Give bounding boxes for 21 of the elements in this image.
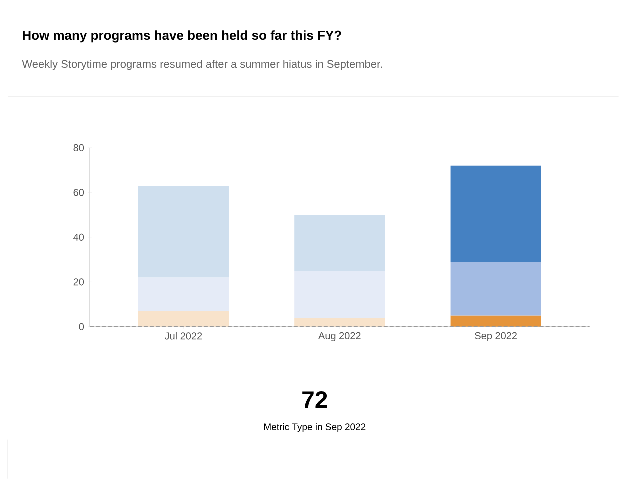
bar — [138, 311, 229, 327]
chart-subtitle: Weekly Storytime programs resumed after a summer hiatus in September. — [22, 60, 382, 70]
y-tick-label: 40 — [74, 234, 84, 241]
chart-title: How many programs have been held so far this FY? — [23, 30, 342, 43]
y-tick-label: 60 — [74, 189, 84, 196]
text: Metric Type in Sep 2022 — [264, 423, 366, 432]
x-tick-label: Aug 2022 — [318, 332, 361, 342]
bar — [294, 215, 386, 271]
x-tick-label: Sep 2022 — [475, 332, 517, 342]
y-tick-label: 0 — [79, 323, 84, 330]
bar — [450, 166, 542, 262]
x-tick-label: Jul 2022 — [164, 332, 202, 340]
y-tick-label: 20 — [74, 278, 84, 286]
bar — [138, 278, 229, 312]
y-tick-label: 80 — [74, 144, 84, 152]
bar — [450, 262, 542, 316]
bar — [294, 270, 386, 318]
bar — [294, 318, 386, 327]
bar — [450, 316, 542, 327]
text: 72 — [302, 391, 328, 408]
bar — [138, 186, 229, 278]
